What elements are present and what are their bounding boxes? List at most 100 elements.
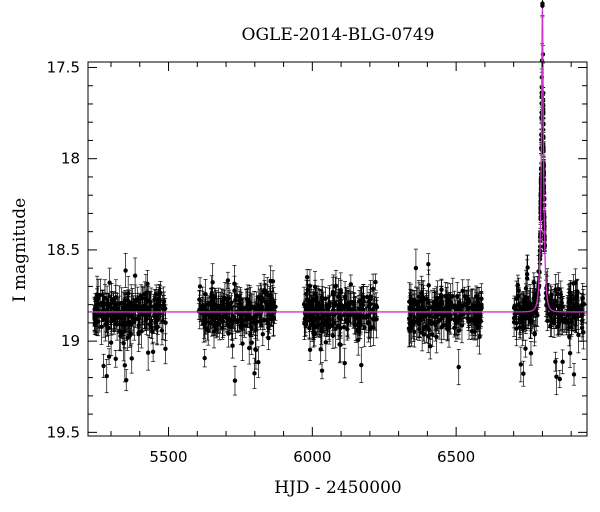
data-point	[144, 303, 149, 335]
y-tick-label: 19	[61, 332, 80, 350]
data-point	[117, 285, 122, 322]
data-point	[327, 285, 332, 320]
x-axis-label: HJD - 2450000	[274, 478, 402, 498]
data-point	[270, 270, 276, 293]
data-point	[264, 293, 269, 325]
data-point	[571, 363, 577, 386]
axis-ticks	[88, 62, 587, 436]
data-point	[338, 279, 344, 306]
data-point	[206, 315, 211, 346]
data-point	[232, 365, 238, 396]
data-point	[101, 353, 106, 378]
data-point	[249, 294, 255, 320]
data-point	[319, 362, 325, 380]
data-point	[307, 269, 313, 303]
y-axis-label: I magnitude	[10, 198, 30, 302]
y-tick-label: 17.5	[47, 58, 80, 76]
data-point	[318, 334, 323, 365]
x-tick-label: 6500	[437, 448, 475, 466]
data-point	[253, 334, 258, 364]
data-point	[124, 369, 129, 392]
data-point	[136, 316, 141, 353]
data-point	[156, 291, 161, 311]
data-point	[160, 294, 165, 322]
data-point	[163, 333, 168, 365]
data-point	[348, 274, 354, 295]
data-point	[359, 294, 364, 320]
data-point	[210, 287, 215, 307]
data-point	[244, 289, 250, 309]
data-point	[108, 294, 113, 314]
data-point	[342, 292, 347, 321]
data-point	[119, 312, 124, 336]
data-point	[212, 305, 217, 331]
data-point	[528, 341, 534, 366]
data-point	[355, 320, 360, 341]
data-point	[125, 276, 131, 311]
data-point	[567, 338, 573, 368]
data-point	[240, 297, 246, 323]
data-point	[265, 277, 270, 312]
model-curve-group	[88, 8, 587, 313]
data-point	[200, 296, 205, 322]
data-point	[307, 338, 313, 361]
data-point	[426, 253, 431, 276]
data-point	[338, 319, 343, 337]
data-point	[104, 293, 110, 314]
data-point	[148, 308, 154, 333]
data-point	[122, 314, 127, 349]
model-curve	[88, 8, 587, 313]
data-point	[262, 280, 267, 301]
data-point	[331, 306, 337, 323]
data-point	[202, 348, 207, 368]
axis-tick-labels: 5500 6000 6500 17.5 18 18.5 19 19.5	[47, 58, 476, 466]
data-point	[554, 358, 559, 396]
y-tick-label: 18	[61, 150, 80, 168]
data-point	[161, 291, 167, 312]
data-point	[153, 284, 159, 304]
data-point	[254, 298, 259, 331]
data-point	[518, 346, 524, 383]
data-point	[247, 331, 252, 365]
data-point	[235, 286, 240, 307]
data-point	[456, 349, 461, 386]
data-point	[225, 271, 231, 289]
data-point	[197, 277, 203, 296]
data-point	[345, 304, 350, 330]
data-point	[413, 248, 419, 288]
data-point	[131, 295, 136, 317]
x-tick-label: 6000	[293, 448, 331, 466]
data-point	[260, 290, 265, 307]
chart-title: OGLE-2014-BLG-0749	[242, 25, 435, 45]
data-point	[152, 299, 157, 330]
data-point	[553, 351, 558, 372]
data-point	[249, 330, 254, 356]
data-point	[557, 369, 562, 389]
data-point	[305, 298, 310, 319]
data-point	[373, 273, 378, 291]
data-point	[129, 343, 134, 374]
data-point	[333, 269, 339, 302]
plot-frame	[87, 61, 588, 437]
data-point	[123, 253, 128, 289]
data-point	[352, 293, 357, 322]
data-point	[225, 316, 230, 333]
y-tick-label: 18.5	[47, 241, 80, 259]
data-point	[359, 347, 364, 383]
data-point	[266, 326, 271, 351]
data-point	[101, 293, 106, 318]
data-point	[122, 290, 128, 328]
data-point	[92, 299, 98, 333]
data-points	[92, 0, 587, 396]
data-point	[155, 308, 160, 346]
data-point	[230, 332, 235, 359]
data-point	[523, 339, 528, 358]
data-point	[125, 324, 130, 351]
data-point	[109, 308, 114, 335]
data-point	[317, 289, 323, 328]
data-point	[104, 359, 109, 394]
data-point	[242, 306, 248, 334]
data-point	[150, 341, 156, 362]
data-point	[233, 300, 238, 340]
